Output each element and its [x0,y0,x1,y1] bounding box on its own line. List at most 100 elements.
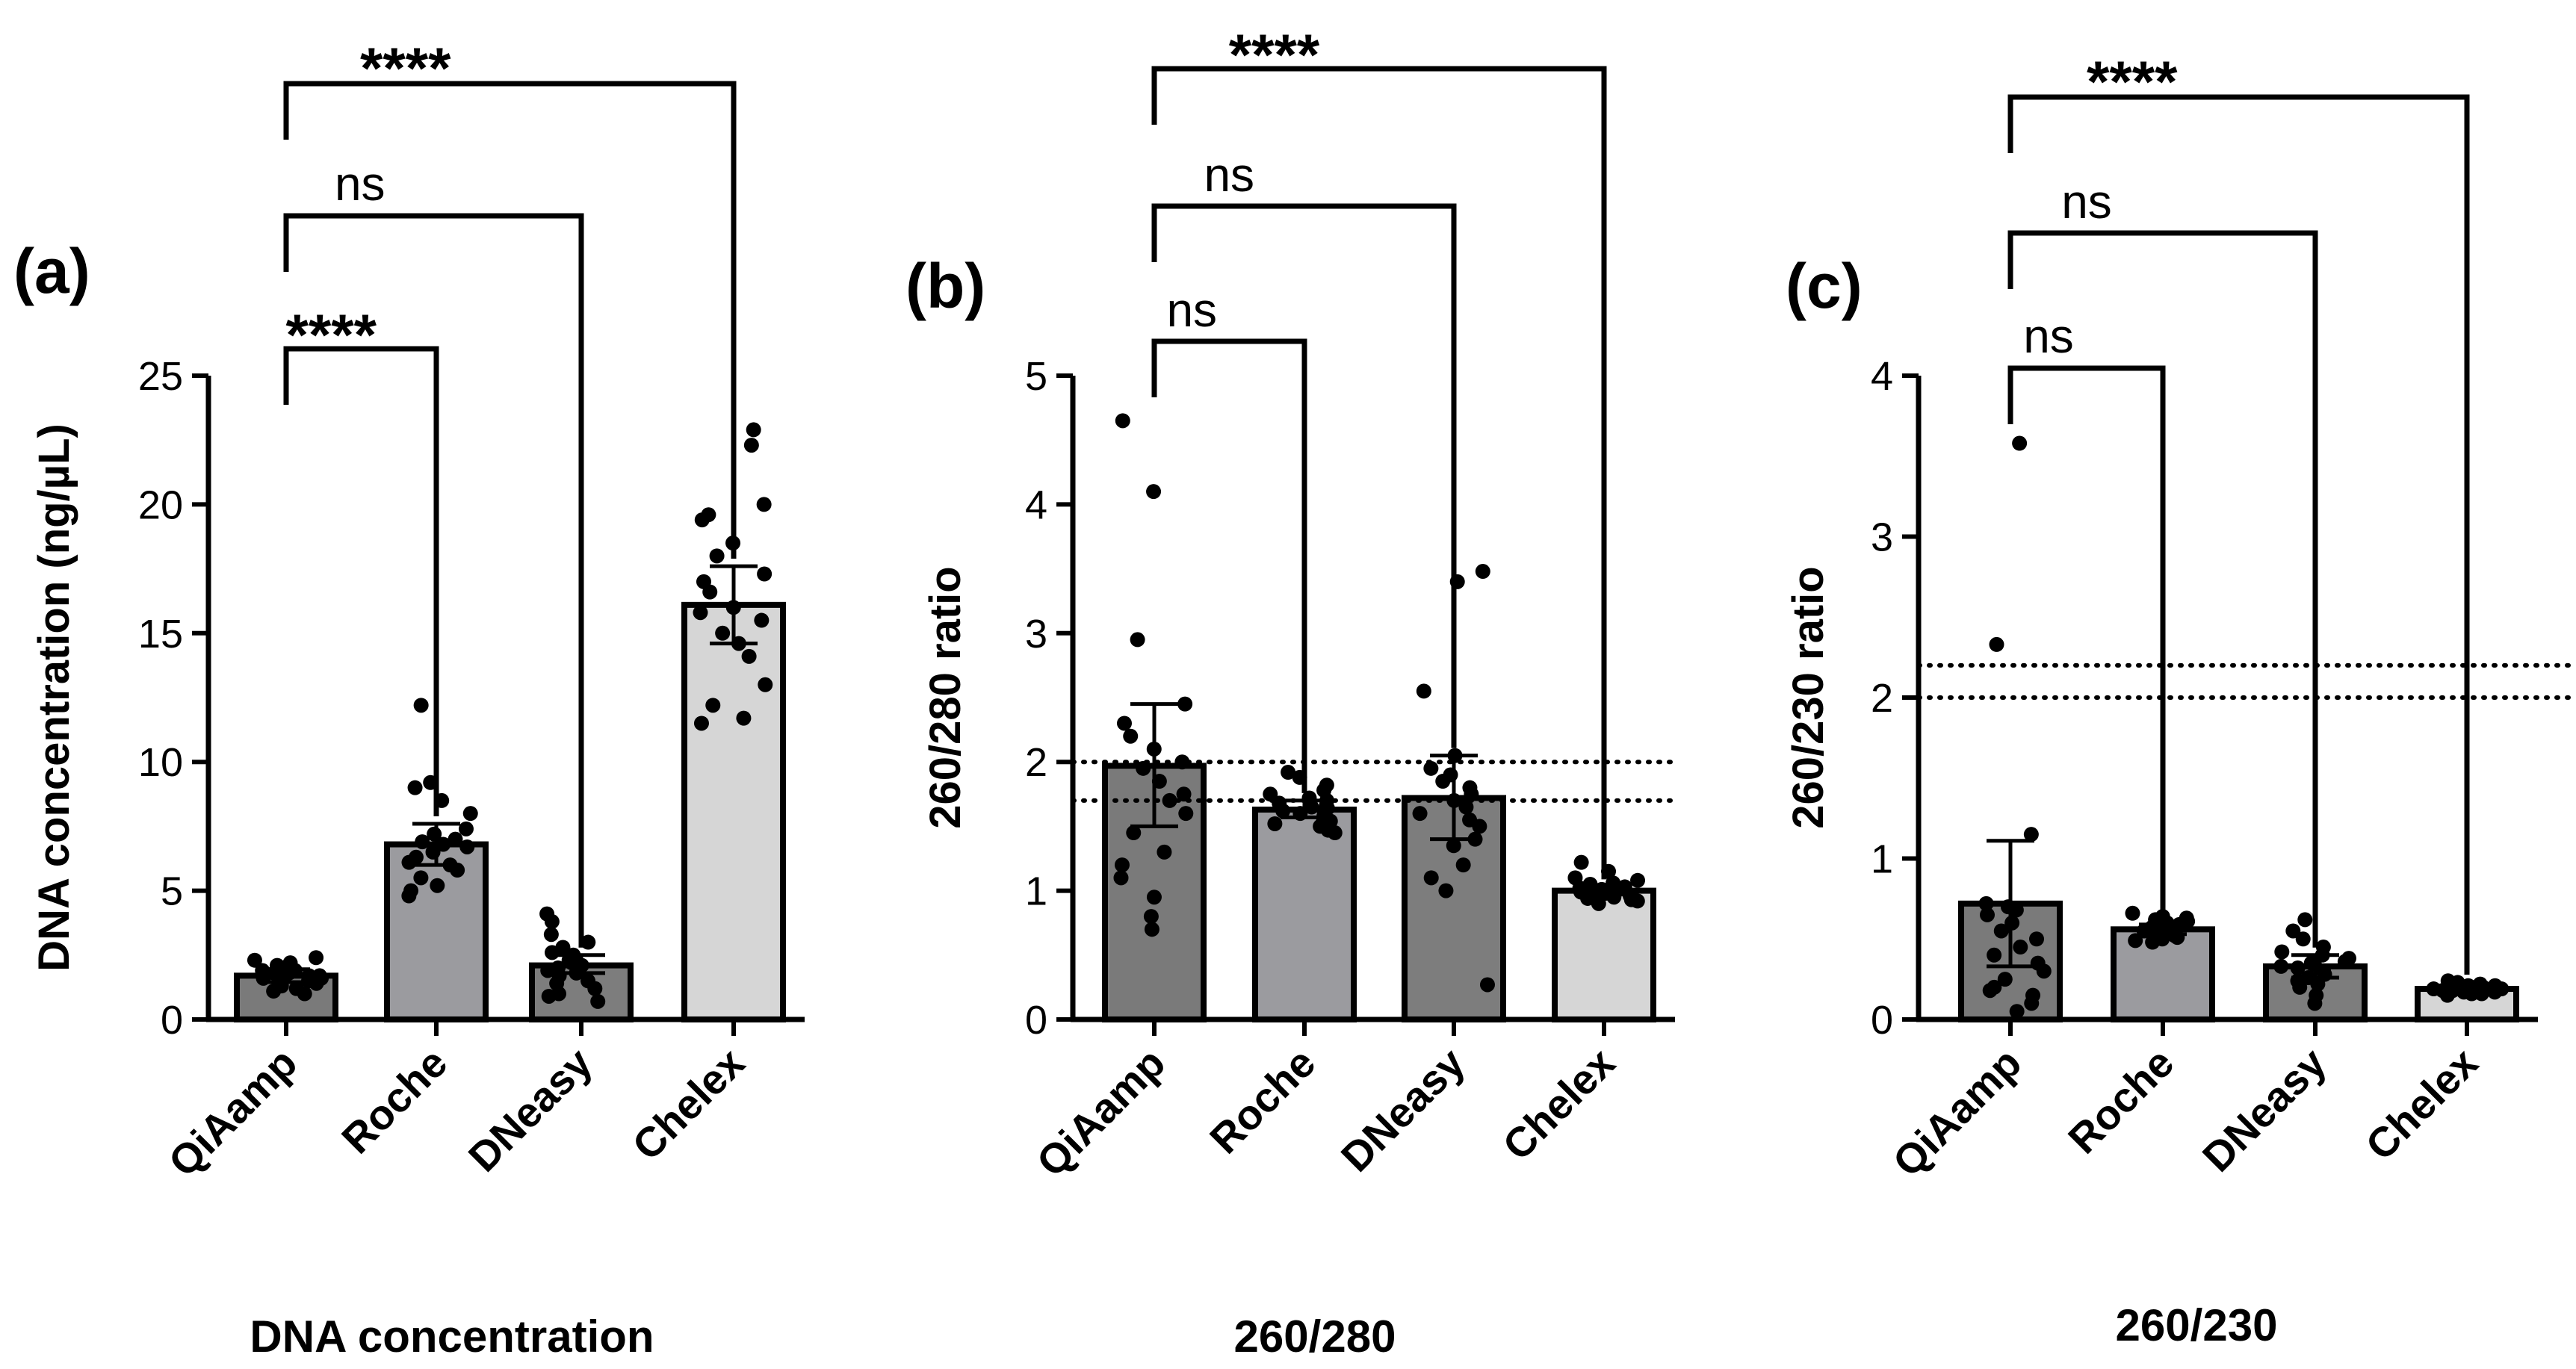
data-point [1162,792,1177,808]
x-category-label-chelex: Chelex [2356,1039,2486,1169]
x-category-label-qiaamp: QiAamp [1027,1039,1174,1185]
data-point [1146,890,1162,905]
chart-panel-b: 0 1 2 3 4 5 QiAamp Roche DNeasy Chelex 260/280 rat… [905,22,1677,1362]
data-point [590,993,606,1009]
data-point [2036,963,2052,979]
error-bar-chelex [710,564,758,646]
data-point [297,986,312,1002]
data-point [2273,958,2289,974]
data-point [2023,827,2039,842]
data-point [459,839,475,854]
data-point [448,831,463,847]
data-point [702,584,718,600]
data-point [1177,696,1193,712]
y-axis-title: 260/280 ratio [921,566,970,828]
bar-roche [384,841,489,1023]
data-point [2310,976,2326,992]
data-point [401,888,417,904]
panel-letter: (a) [13,236,90,306]
error-bar-roche [2139,922,2187,937]
data-point [580,934,596,950]
y-axis-title: DNA concentration (ng/µL) [30,423,78,972]
data-point [2290,960,2306,976]
y-tick-label: 1 [1871,837,1893,882]
x-category-label-dneasy: DNeasy [459,1039,601,1181]
error-bar-roche [412,822,460,867]
x-category-label-dneasy: DNeasy [1332,1039,1474,1181]
error-bar-dneasy [2291,953,2339,980]
significance-label-3: **** [360,35,451,101]
y-tick-label: 20 [138,482,183,527]
data-point [2487,984,2503,1000]
data-point [1423,870,1439,886]
bar-roche [1252,806,1357,1023]
panel-caption: 260/230 [2116,1300,2278,1350]
data-point [1146,484,1162,500]
data-point [694,512,710,528]
data-point [2028,931,2044,947]
data-point [1475,564,1490,580]
y-tick-label: 2 [1025,740,1047,785]
data-point [1115,413,1130,429]
y-tick-label: 0 [1871,998,1893,1043]
data-point [1435,774,1451,789]
chart-panel-c: 0 1 2 3 4 QiAamp Roche DNeasy Chelex 260/230 rati… [1784,49,2576,1350]
data-point [1143,909,1159,925]
data-point [430,878,445,893]
error-bar-qiaamp [1987,839,2034,969]
y-tick-label: 5 [161,869,183,914]
data-point [736,710,752,726]
x-category-label-roche: Roche [1201,1039,1325,1163]
y-tick-label: 4 [1871,354,1893,399]
data-point [693,605,708,621]
error-bar-chelex [1580,884,1628,897]
y-tick-label: 0 [1025,998,1047,1043]
data-point [1446,838,1461,854]
data-point [1458,799,1474,815]
data-point [545,945,560,960]
significance-bracket-2 [283,213,584,948]
x-category-label-roche: Roche [332,1039,456,1163]
data-point [1123,728,1139,744]
y-tick-label: 3 [1025,612,1047,656]
data-point [1629,893,1645,909]
data-point [1275,803,1291,819]
data-point [1136,760,1151,776]
error-bar-roche [1281,798,1328,819]
significance-bracket-2 [1151,203,1457,748]
data-point [1126,825,1142,841]
y-tick-label: 5 [1025,354,1047,399]
y-tick-label: 0 [161,998,183,1043]
y-tick-label: 4 [1025,482,1047,527]
x-category-label-dneasy: DNeasy [2193,1039,2335,1181]
data-point [1157,844,1172,860]
data-point [1993,923,2009,939]
y-axis-title: 260/230 ratio [1784,566,1833,828]
data-point [756,497,772,512]
data-point [544,913,560,929]
significance-label-1: ns [1166,283,1217,337]
data-point [2013,940,2028,955]
data-point [543,927,559,943]
significance-label-1: **** [286,302,377,367]
data-point [541,988,557,1004]
data-point [2295,931,2311,947]
data-point [1982,983,1998,999]
data-point [401,854,417,870]
data-point [2125,905,2140,921]
significance-bracket-3 [283,81,737,559]
error-bar-qiaamp [1130,702,1178,828]
data-point [743,438,759,453]
data-point [1438,883,1454,898]
data-point [705,698,721,713]
data-point [2297,912,2313,928]
significance-label-3: **** [2087,49,2178,114]
error-bar-qiaamp [262,967,310,984]
data-point [436,836,451,852]
data-point [2024,996,2040,1011]
data-point [1267,816,1283,831]
data-point [741,648,757,664]
data-point [1573,854,1589,870]
y-tick-label: 15 [138,612,183,656]
data-point [2128,933,2143,949]
